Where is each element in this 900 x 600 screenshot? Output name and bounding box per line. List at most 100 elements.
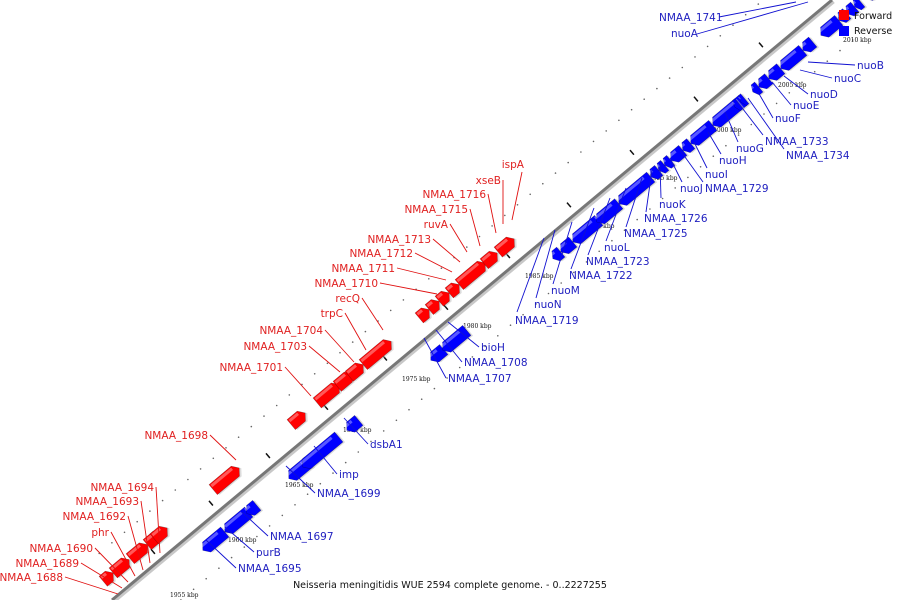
leader-line (516, 237, 545, 313)
reverse-gene-block (800, 36, 820, 53)
guide-dot (763, 113, 765, 115)
legend-reverse-swatch (839, 26, 849, 36)
guide-dot (839, 49, 841, 52)
leader-line (343, 417, 369, 445)
gene-label: NMAA_1699 (317, 488, 381, 500)
guide-dot (382, 430, 385, 432)
guide-dot (649, 208, 651, 210)
guide-dot (136, 520, 138, 523)
gene-label: NMAA_1708 (464, 357, 528, 369)
gene-label: nuoG (736, 143, 764, 155)
guide-dot (694, 56, 696, 58)
leader-line (535, 229, 556, 299)
guide-dot (497, 335, 499, 337)
guide-dot (332, 472, 334, 474)
reverse-gene-block (852, 0, 868, 11)
guide-dot (205, 577, 207, 580)
gene-label: NMAA_1733 (765, 136, 829, 148)
gene-label: NMAA_1715 (404, 204, 468, 216)
guide-dot (433, 387, 436, 390)
tick-label: 1965 kbp (285, 482, 314, 489)
leader-line (94, 547, 129, 583)
guide-dot (598, 250, 600, 253)
guide-dot (725, 144, 727, 147)
tick-mark (443, 304, 449, 311)
leader-line (414, 252, 453, 273)
guide-dot (813, 70, 816, 73)
backbone-line (111, 0, 833, 600)
guide-dot (681, 66, 684, 69)
leader-line (669, 157, 683, 183)
guide-dot (111, 542, 113, 544)
guide-dot (580, 151, 582, 153)
reverse-gene-block (756, 73, 776, 90)
leader-line (718, 1, 797, 18)
gene-label: NMAA_1716 (422, 189, 486, 201)
guide-dot (744, 13, 747, 16)
gene-label: purB (256, 547, 281, 559)
reverse-gene-block (688, 119, 720, 146)
guide-dot (275, 404, 278, 407)
reverse-gene-block (570, 215, 606, 245)
leader-line (605, 187, 627, 242)
guide-dot (294, 504, 296, 506)
gene-label: NMAA_1704 (259, 325, 323, 337)
guide-dot (750, 123, 753, 126)
gene-label: NMAA_1722 (569, 270, 633, 282)
guide-dot (212, 457, 215, 460)
guide-dot (420, 398, 423, 401)
guide-dot (402, 299, 405, 301)
guide-dot (199, 468, 202, 470)
leader-line (659, 163, 662, 199)
guide-dot (623, 229, 626, 231)
leader-line (110, 531, 136, 577)
guide-dot (737, 134, 740, 136)
guide-dot (478, 235, 481, 238)
forward-gene-block (108, 557, 132, 579)
genome-caption: Neisseria meningitidis WUE 2594 complete… (293, 580, 607, 591)
tick-mark (758, 42, 764, 48)
gene-label: trpC (321, 308, 343, 320)
guide-dot (174, 489, 177, 491)
guide-dot (326, 362, 329, 365)
gene-label: ruvA (424, 219, 449, 231)
tick-mark (208, 500, 214, 506)
guide-dot (656, 87, 658, 90)
guide-dot (149, 510, 151, 512)
guide-dot (389, 309, 392, 312)
leader-line (379, 282, 438, 295)
guide-dot (775, 102, 778, 105)
legend-forward-label: Forward (854, 11, 892, 22)
guide-dot (567, 161, 569, 164)
gene-label: NMAA_1689 (15, 558, 79, 570)
leader-line (361, 297, 384, 331)
genome-backbone (111, 0, 835, 600)
guide-dot (719, 35, 722, 37)
gene-label: nuoA (671, 28, 699, 40)
reverse-gene-block (440, 325, 474, 353)
leader-line (313, 445, 338, 475)
backbone-shadow (112, 0, 835, 600)
guide-dot (263, 415, 265, 417)
guide-dot (243, 546, 246, 548)
leader-line (735, 99, 764, 136)
legend-reverse-label: Reverse (854, 26, 892, 37)
leader-line (693, 141, 708, 169)
forward-gene-block (358, 339, 394, 371)
guide-dot (319, 482, 322, 485)
leader-line (435, 329, 463, 363)
forward-gene-block (493, 236, 517, 258)
guide-dot (801, 81, 803, 84)
legend-forward-swatch (839, 10, 849, 20)
tick-label: 1975 kbp (402, 376, 431, 383)
leader-line (344, 312, 367, 351)
tick-label: 2005 kbp (778, 82, 807, 89)
guide-dot (560, 282, 562, 284)
gene-label: xseB (476, 175, 501, 187)
guide-dot (446, 377, 448, 379)
reverse-gene-block (737, 93, 752, 107)
gene-label: NMAA_1695 (238, 563, 302, 575)
reverse-gene-block (668, 145, 690, 163)
leader-line (587, 197, 611, 256)
guide-dot (712, 155, 715, 157)
